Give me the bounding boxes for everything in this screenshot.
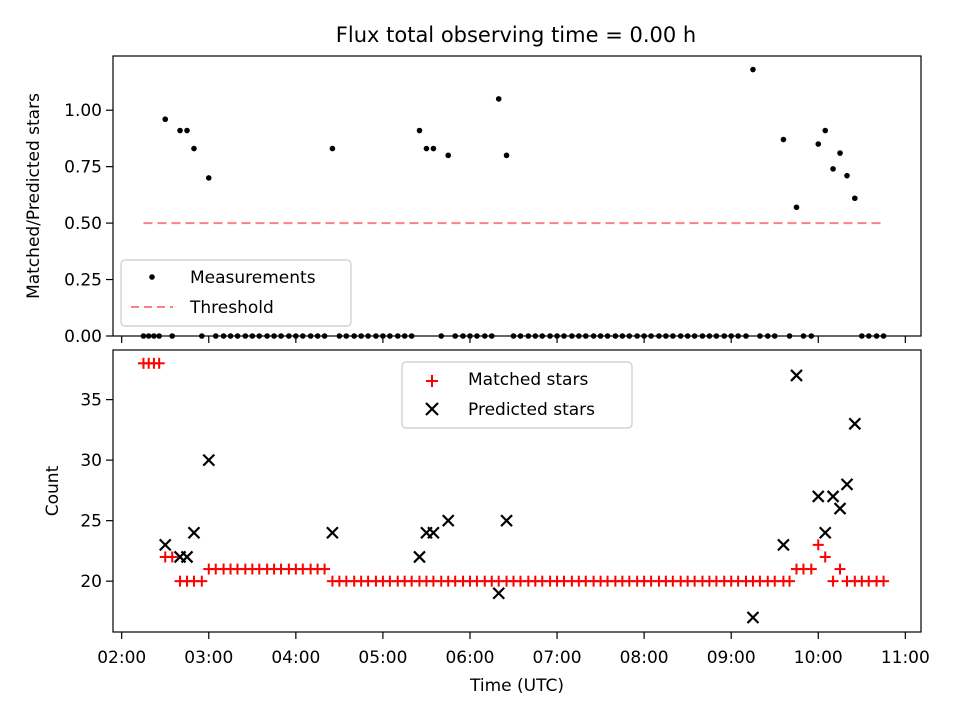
measurement-point (830, 166, 836, 172)
legend-predicted-label: Predicted stars (468, 400, 595, 420)
measurement-point (844, 172, 850, 179)
predicted-star-point (492, 586, 505, 600)
x-axis-label: Time (UTC) (469, 676, 564, 696)
matched-star-point (834, 563, 846, 575)
bottom-x-axis: 02:00 03:00 04:00 05:00 06:00 07:00 08:00 09:00… (97, 632, 930, 668)
y-tick-label: 0.50 (64, 214, 102, 234)
y-tick-label: 20 (80, 572, 102, 592)
y-tick-label: 0.00 (64, 327, 102, 347)
bottom-legend-box (401, 361, 633, 429)
top-legend-box (120, 259, 352, 327)
x-tick-label: 04:00 (271, 648, 320, 668)
measurement-point (495, 96, 502, 102)
measurement-point (822, 127, 829, 134)
matched-star-point (784, 575, 796, 587)
predicted-star-point (441, 514, 455, 527)
x-tick-label: 09:00 (707, 648, 756, 668)
y-tick-label: 25 (80, 512, 102, 532)
measurement-point (430, 145, 437, 152)
measurement-point (750, 66, 756, 73)
predicted-star-point (840, 478, 854, 491)
measurement-point (191, 145, 197, 152)
predicted-star-point (326, 526, 339, 540)
predicted-star-point (818, 526, 832, 540)
bottom-y-axis: 20 25 30 35 (80, 391, 113, 592)
top-x-axis (121, 336, 906, 343)
matched-star-point (812, 539, 824, 551)
legend-measurements-marker (149, 274, 155, 280)
y-tick-label: 0.25 (64, 271, 102, 291)
bottom-legend: Matched stars Predicted stars (401, 361, 633, 429)
top-y-axis: 0.00 0.25 0.50 0.75 1.00 (64, 101, 113, 347)
predicted-star-point (500, 514, 513, 527)
x-tick-label: 10:00 (794, 648, 843, 668)
measurement-point (423, 145, 430, 152)
measurement-point (780, 136, 787, 143)
predicted-star-point (427, 526, 440, 540)
measurement-point (416, 127, 423, 134)
legend-threshold-label: Threshold (189, 298, 274, 318)
bottom-axes-frame (112, 349, 922, 633)
matched-star-point (819, 551, 831, 563)
y-tick-label: 0.75 (64, 158, 102, 178)
legend-measurements-label: Measurements (190, 268, 316, 288)
x-tick-label: 06:00 (445, 648, 494, 668)
matched-star-point (196, 575, 208, 587)
matched-star-point (827, 575, 839, 587)
chart-title: Flux total observing time = 0.00 h (336, 23, 696, 47)
measurement-point (177, 127, 183, 134)
predicted-star-point (413, 550, 426, 564)
bottom-y-axis-label: Count (43, 465, 63, 516)
predicted-star-point (180, 550, 194, 564)
x-tick-label: 11:00 (881, 648, 930, 668)
top-y-axis-label: Matched/Predicted stars (24, 93, 44, 299)
matched-star-point (805, 563, 817, 575)
measurement-point (503, 152, 510, 159)
matched-star-point (319, 563, 331, 575)
predicted-star-point (777, 538, 790, 552)
bottom-plot-area (137, 357, 890, 624)
predicted-star-point (202, 453, 216, 467)
top-axes-frame (112, 55, 922, 337)
y-tick-label: 30 (80, 451, 102, 471)
matched-star-point (153, 357, 165, 369)
y-tick-label: 35 (80, 391, 102, 411)
x-tick-label: 05:00 (358, 648, 407, 668)
measurement-point (184, 127, 190, 134)
measurement-point (852, 195, 858, 202)
measurement-point (815, 141, 822, 147)
predicted-star-point (833, 502, 847, 515)
x-tick-label: 02:00 (97, 648, 146, 668)
legend-matched-label: Matched stars (468, 370, 588, 390)
measurement-point (445, 152, 452, 159)
top-legend: Measurements Threshold (120, 259, 352, 327)
predicted-star-point (158, 538, 172, 552)
matched-star-point (166, 551, 178, 563)
x-tick-label: 03:00 (184, 648, 233, 668)
predicted-star-point (811, 490, 825, 503)
legend-matched-marker (426, 375, 438, 387)
measurement-point (329, 145, 336, 152)
predicted-star-point (746, 611, 760, 624)
x-tick-label: 08:00 (620, 648, 669, 668)
predicted-star-point (790, 369, 803, 382)
predicted-star-point (187, 526, 201, 540)
measurement-point (205, 175, 212, 181)
x-tick-label: 07:00 (533, 648, 582, 668)
predicted-star-point (826, 490, 840, 503)
y-tick-label: 1.00 (64, 101, 102, 121)
top-panel: 0.00 0.25 0.50 0.75 1.00 Matched/Predicted s… (24, 55, 922, 347)
legend-predicted-marker (425, 402, 439, 416)
predicted-star-point (848, 417, 862, 431)
matched-star-point (878, 575, 890, 587)
measurement-point (837, 150, 843, 156)
measurement-point (162, 116, 169, 123)
measurement-point (793, 204, 800, 211)
